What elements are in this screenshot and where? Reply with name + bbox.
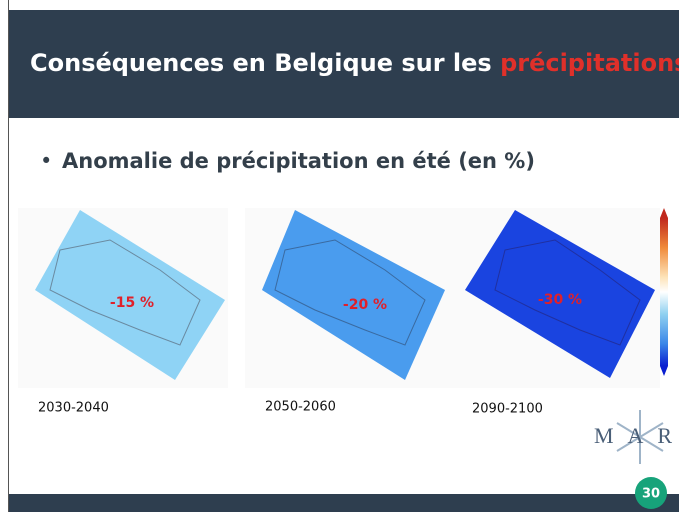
colorbar-top (660, 208, 668, 218)
header-bar (9, 10, 679, 118)
country-outline (274, 239, 426, 346)
period-label: 2030-2040 (38, 401, 109, 416)
footer-bar (9, 494, 679, 512)
map-3 (455, 208, 660, 388)
logo-text: MAR (594, 423, 679, 448)
period-label: 2050-2060 (265, 400, 336, 415)
anomaly-label: -30 % (538, 292, 582, 308)
country-outline (49, 239, 201, 346)
country-outline (494, 239, 641, 346)
bullet-dot: • (40, 149, 52, 173)
bullet-text: Anomalie de précipitation en été (en %) (62, 149, 535, 173)
map-1 (18, 208, 228, 388)
anomaly-label: -20 % (343, 297, 387, 313)
colorbar (660, 218, 668, 366)
map-area (262, 210, 445, 380)
page-number: 30 (642, 487, 660, 502)
map-area (35, 210, 225, 380)
title-text: Conséquences en Belgique sur les (30, 49, 492, 77)
colorbar-bottom (660, 366, 668, 376)
map-area (465, 210, 655, 378)
page-badge (635, 477, 667, 509)
mar-logo: MAR (594, 410, 679, 464)
anomaly-label: -15 % (110, 295, 154, 311)
map-2 (245, 208, 455, 388)
period-label: 2090-2100 (472, 402, 543, 417)
snowflake (616, 410, 664, 464)
title-highlight: précipitations (500, 49, 679, 77)
slide-title: Conséquences en Belgique sur les précipi… (30, 49, 679, 77)
